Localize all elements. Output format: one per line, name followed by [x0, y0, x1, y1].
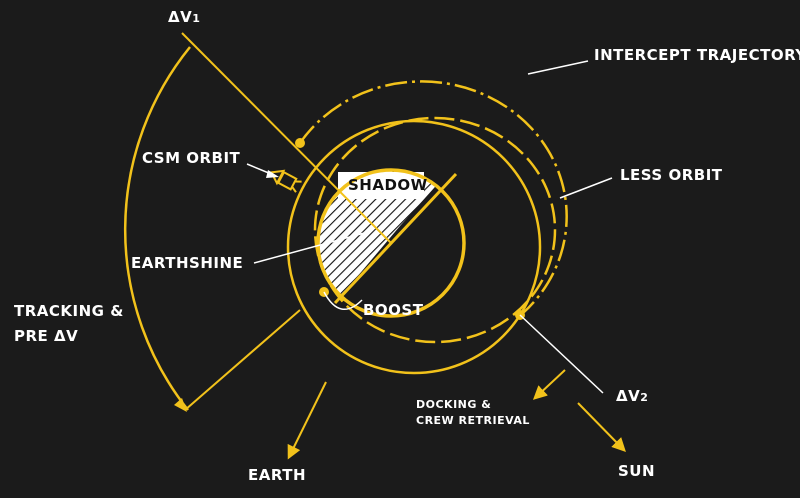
- intercept-trajectory-path: [298, 80, 568, 314]
- dv1-point: [295, 138, 305, 148]
- dv2-subscript: 2: [640, 391, 649, 404]
- tracking-label-line2: PRE ΔV: [14, 327, 79, 345]
- earth-outline: [316, 168, 466, 318]
- tracking-end-line: [184, 309, 301, 411]
- earthshine-label: EARTHSHINE: [131, 254, 244, 272]
- intercept-leader: [527, 60, 589, 75]
- earth-direction-arrow: [287, 381, 327, 460]
- dv2-leader: [519, 314, 604, 394]
- less-orbit-label: LESS ORBIT: [620, 166, 723, 184]
- shadow-label: SHADOW: [348, 176, 428, 194]
- csm-orbit-arrowhead: [266, 170, 279, 178]
- tracking-label-line1: TRACKING &: [14, 302, 124, 320]
- docking-label-line1: DOCKING &: [416, 398, 492, 411]
- csm-spacecraft-icon: [269, 169, 302, 193]
- earthshine-leader: [253, 231, 369, 264]
- sun-label: SUN: [618, 462, 656, 480]
- earth-label: EARTH: [248, 466, 307, 484]
- sun-direction-arrow: [577, 402, 626, 453]
- dv1-radial-line: [181, 32, 392, 244]
- boost-connector: [323, 291, 363, 310]
- docking-label-line2: CREW RETRIEVAL: [416, 414, 530, 427]
- shadow-label-box: [338, 172, 424, 199]
- dv2-label: ΔV2: [616, 387, 648, 405]
- csm-orbit-label: CSM ORBIT: [142, 149, 241, 167]
- dv1-subscript: 1: [192, 12, 201, 25]
- docking-direction-arrow: [532, 369, 566, 400]
- terminator-line: [333, 172, 458, 305]
- boost-label: BOOST: [363, 301, 424, 319]
- dv1-label: ΔV1: [168, 8, 200, 26]
- dv1-symbol: ΔV: [168, 8, 193, 26]
- intercept-trajectory-label: INTERCEPT TRAJECTORY: [594, 46, 800, 64]
- dv2-symbol: ΔV: [616, 387, 641, 405]
- less-orbit-leader: [559, 177, 613, 199]
- tracking-arrowhead: [174, 398, 187, 412]
- tracking-arc: [123, 46, 191, 411]
- csm-orbit-path: [286, 119, 542, 375]
- less-orbit-path: [313, 116, 557, 344]
